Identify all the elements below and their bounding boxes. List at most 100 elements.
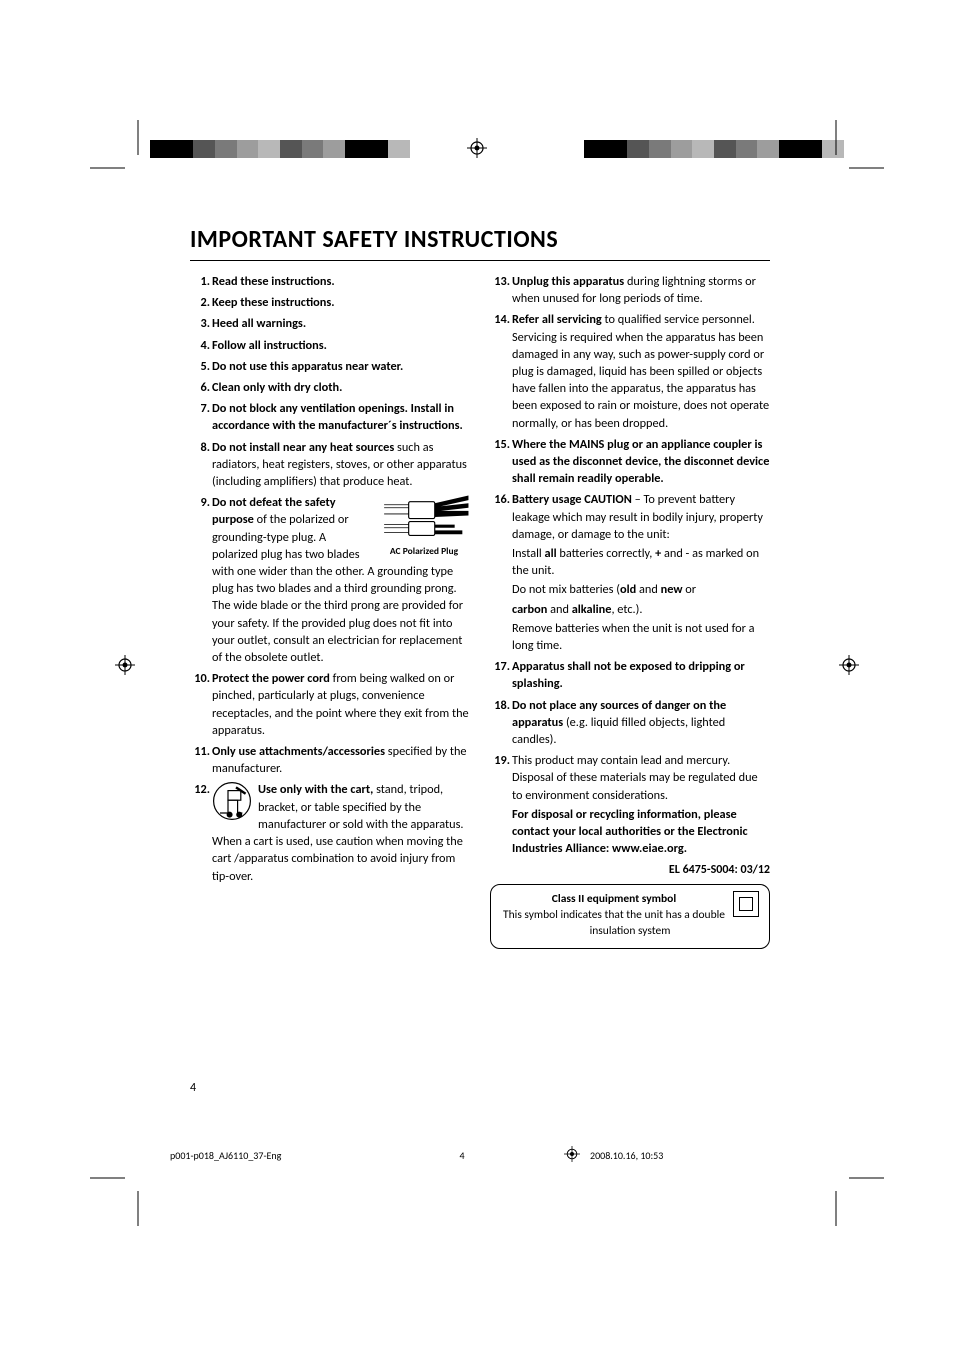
footer-page: 4 [370, 1149, 554, 1162]
item-bold-text: Where the MAINS plug or an appliance cou… [512, 437, 769, 486]
item-subline: Do not mix batteries (old and new or [512, 581, 770, 598]
item-number: 15. [490, 436, 510, 453]
instruction-item: 12.Use only with the cart, stand, tripod… [212, 781, 470, 884]
instruction-item: 8.Do not install near any heat sources s… [212, 439, 470, 491]
instruction-item: 1.Read these instructions. [212, 273, 470, 290]
calibration-swatch [237, 140, 259, 158]
instruction-item: 5.Do not use this apparatus near water. [212, 358, 470, 375]
page-title: IMPORTANT SAFETY INSTRUCTIONS [190, 225, 770, 254]
item-number: 7. [190, 400, 210, 417]
item-body-text: to qualified service personnel. Servicin… [512, 312, 769, 430]
item-bold-text: Protect the power cord [212, 671, 330, 686]
item-bold-text: Only use attachments/accessories [212, 744, 385, 759]
instruction-item: 15.Where the MAINS plug or an appliance … [512, 436, 770, 488]
item-bold-text: Battery usage CAUTION [512, 492, 632, 507]
instructions-column-left: 1.Read these instructions.2.Keep these i… [190, 273, 470, 949]
calibration-swatch [323, 140, 345, 158]
item-number: 4. [190, 337, 210, 354]
item-bold-text: Use only with the cart, [258, 782, 373, 797]
cart-warning-icon [212, 781, 252, 821]
calibration-swatch [302, 140, 324, 158]
item-bold-text: Do not install near any heat sources [212, 440, 394, 455]
calibration-swatch [692, 140, 714, 158]
instruction-item: 14.Refer all servicing to qualified serv… [512, 311, 770, 431]
instruction-item: 11.Only use attachments/accessories spec… [212, 743, 470, 777]
calibration-swatch [627, 140, 649, 158]
instruction-item: 10.Protect the power cord from being wal… [212, 670, 470, 739]
registration-mark-icon [467, 138, 487, 158]
registration-mark-icon [554, 1146, 590, 1165]
instruction-item: 3.Heed all warnings. [212, 315, 470, 332]
item-bold-text: Refer all servicing [512, 312, 602, 327]
calibration-swatch [215, 140, 237, 158]
item-number: 10. [190, 670, 210, 687]
instruction-item: 17.Apparatus shall not be exposed to dri… [512, 658, 770, 692]
item-bold-text: Do not use this apparatus near water. [212, 359, 403, 374]
page-number: 4 [190, 1081, 196, 1095]
instruction-item: 18.Do not place any sources of danger on… [512, 697, 770, 749]
registration-mark-icon [115, 655, 135, 675]
instructions-column-right: 13.Unplug this apparatus during lightnin… [490, 273, 770, 949]
item-number: 19. [490, 752, 510, 769]
instruction-item: 2.Keep these instructions. [212, 294, 470, 311]
item-number: 11. [190, 743, 210, 760]
calibration-swatch [584, 140, 606, 158]
item-number: 12. [190, 781, 210, 798]
item-subline: For disposal or recycling information, p… [512, 806, 770, 858]
calibration-swatch [345, 140, 367, 158]
item-number: 1. [190, 273, 210, 290]
calibration-swatch [193, 140, 215, 158]
plug-caption: AC Polarized Plug [378, 545, 470, 558]
item-bold-text: Do not block any ventilation openings. I… [212, 401, 463, 433]
calibration-swatch [649, 140, 671, 158]
document-page: IMPORTANT SAFETY INSTRUCTIONS 1.Read the… [190, 225, 770, 1095]
footer-timestamp: 2008.10.16, 10:53 [590, 1149, 790, 1162]
item-number: 3. [190, 315, 210, 332]
calibration-swatch [779, 140, 801, 158]
print-footer: p001-p018_AJ6110_37-Eng 4 2008.10.16, 10… [170, 1146, 790, 1165]
footer-filename: p001-p018_AJ6110_37-Eng [170, 1149, 370, 1162]
item-number: 8. [190, 439, 210, 456]
crop-mark-icon [90, 120, 160, 175]
item-body-text: This product may contain lead and mercur… [512, 753, 758, 802]
item-number: 13. [490, 273, 510, 290]
item-subline: Install all batteries correctly, + and -… [512, 545, 770, 579]
calibration-swatch [367, 140, 389, 158]
color-calibration-bar-right [584, 140, 844, 158]
crop-mark-icon [90, 1171, 160, 1226]
instruction-item: 19.This product may contain lead and mer… [512, 752, 770, 857]
instruction-item: 7.Do not block any ventilation openings.… [212, 400, 470, 434]
item-number: 2. [190, 294, 210, 311]
item-number: 9. [190, 494, 210, 511]
calibration-swatch [757, 140, 779, 158]
calibration-swatch [258, 140, 280, 158]
item-number: 5. [190, 358, 210, 375]
instruction-item: 4.Follow all instructions. [212, 337, 470, 354]
color-calibration-bar-left [150, 140, 410, 158]
item-number: 6. [190, 379, 210, 396]
item-number: 14. [490, 311, 510, 328]
item-bold-text: Keep these instructions. [212, 295, 335, 310]
item-bold-text: Read these instructions. [212, 274, 335, 289]
instruction-item: 9.AC Polarized PlugDo not defeat the saf… [212, 494, 470, 666]
instruction-item: 16.Battery usage CAUTION – To prevent ba… [512, 491, 770, 654]
crop-mark-icon [814, 120, 884, 175]
registration-mark-icon [839, 655, 859, 675]
class2-title: Class II equipment symbol [501, 891, 759, 907]
item-number: 16. [490, 491, 510, 508]
item-bold-text: Heed all warnings. [212, 316, 306, 331]
instruction-item: 13.Unplug this apparatus during lightnin… [512, 273, 770, 307]
item-subline: Remove batteries when the unit is not us… [512, 620, 770, 654]
calibration-swatch [606, 140, 628, 158]
ac-plug-figure: AC Polarized Plug [378, 494, 470, 558]
crop-mark-icon [814, 1171, 884, 1226]
class2-desc: This symbol indicates that the unit has … [501, 907, 759, 939]
calibration-swatch [714, 140, 736, 158]
item-subline: carbon and alkaline, etc.). [512, 601, 770, 618]
calibration-swatch [671, 140, 693, 158]
calibration-swatch [172, 140, 194, 158]
calibration-swatch [280, 140, 302, 158]
regulatory-code: EL 6475-S004: 03/12 [490, 862, 770, 879]
horizontal-rule [190, 260, 770, 261]
class2-symbol-box: Class II equipment symbol This symbol in… [490, 884, 770, 948]
